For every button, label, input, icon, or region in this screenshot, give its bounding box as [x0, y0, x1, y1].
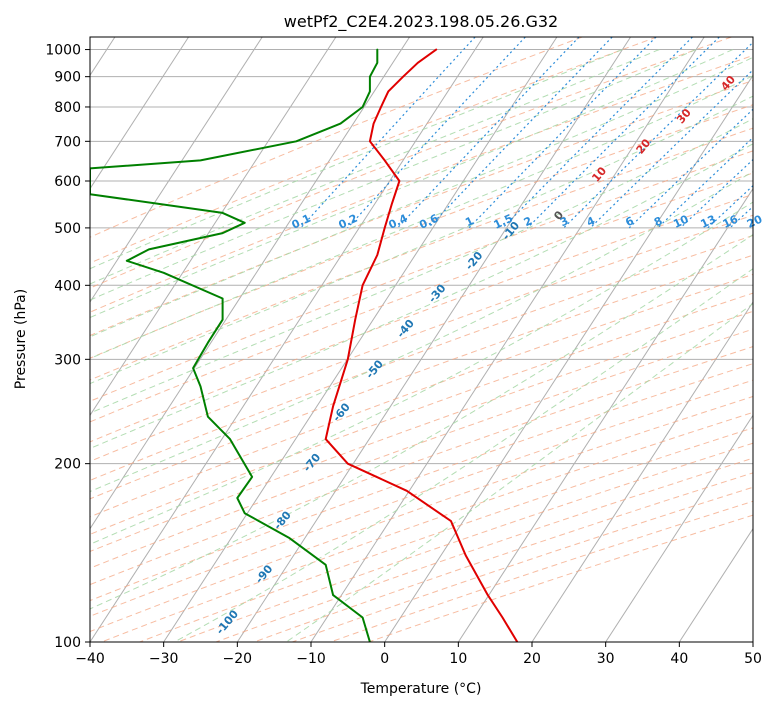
- plot-frame: [90, 37, 753, 642]
- dry-adiabat-line: [0, 37, 582, 642]
- mixing-ratio-line: [730, 37, 775, 228]
- y-tick-label: 100: [54, 635, 81, 651]
- x-tick-label: 40: [670, 651, 688, 667]
- x-tick-label: 10: [449, 651, 467, 667]
- dry-adiabat-line: [0, 37, 775, 642]
- moist-adiabat-line: [286, 50, 775, 642]
- dry-adiabat-line: [0, 37, 775, 642]
- y-tick-label: 500: [54, 221, 81, 237]
- dry-adiabat-line: [0, 37, 775, 642]
- dry-adiabat-line: [0, 37, 775, 642]
- dry-adiabat-line: [0, 37, 775, 642]
- mixing-ratio-line: [754, 37, 775, 228]
- moist-adiabat-line: [174, 50, 775, 642]
- dry-adiabat-label: -50: [363, 357, 386, 381]
- isotherm-line: [164, 37, 557, 642]
- y-tick-label: 900: [54, 70, 81, 86]
- x-axis-label: Temperature (°C): [360, 681, 482, 697]
- x-tick-label: 20: [523, 651, 541, 667]
- mixing-ratio-label: 1: [463, 214, 475, 229]
- moist-adiabat-line: [16, 50, 775, 642]
- dry-adiabat-label: -70: [301, 451, 324, 475]
- mixing-ratio-line: [564, 37, 759, 228]
- moist-adiabat-line: [0, 50, 775, 642]
- x-tick-label: −10: [296, 651, 326, 667]
- y-tick-label: 400: [54, 278, 81, 294]
- temperature-profile-line: [326, 50, 518, 642]
- y-tick-label: 600: [54, 174, 81, 190]
- y-tick-label: 300: [54, 352, 81, 368]
- y-tick-label: 800: [54, 100, 81, 116]
- isotherm-line: [753, 37, 775, 642]
- mixing-ratio-line: [469, 37, 656, 228]
- dry-adiabat-label: -100: [213, 607, 241, 637]
- axis-layer: −40 −30 −20 −10 0 10 20 30 40 50 1000 900 800 700 600 5…: [45, 43, 762, 667]
- moist-adiabat-line: [0, 50, 770, 491]
- x-tick-label: 0: [380, 651, 389, 667]
- dry-adiabat-line: [0, 37, 775, 642]
- isotherm-line: [0, 37, 336, 642]
- x-tick-label: −40: [75, 651, 105, 667]
- dry-adiabat-label: -90: [253, 562, 276, 586]
- dry-adiabat-label: 40: [718, 73, 738, 93]
- dry-adiabat-label: 20: [634, 136, 654, 156]
- chart-title: wetPf2_C2E4.2023.198.05.26.G32: [284, 12, 558, 32]
- moist-adiabat-line: [0, 50, 775, 642]
- dry-adiabat-line: [0, 37, 775, 642]
- data-layer: [90, 50, 517, 642]
- dry-adiabat-line: [0, 37, 732, 642]
- dry-adiabat-line: [216, 37, 775, 642]
- dry-adiabat-line: [0, 37, 775, 642]
- y-axis-label: Pressure (hPa): [13, 289, 29, 389]
- dry-adiabat-line: [331, 37, 775, 642]
- isotherm-line: [237, 37, 630, 642]
- dry-adiabat-line: [292, 37, 775, 642]
- mixing-ratio-line: [503, 37, 693, 228]
- dry-adiabat-line: [0, 37, 775, 642]
- dry-adiabat-line: [0, 37, 775, 642]
- dry-adiabat-line: [0, 37, 775, 642]
- dry-adiabat-line: [0, 37, 775, 642]
- x-tick-label: −30: [149, 651, 179, 667]
- y-tick-label: 1000: [45, 43, 81, 59]
- dry-adiabat-line: [0, 37, 775, 642]
- x-tick-label: −20: [223, 651, 253, 667]
- dry-adiabat-line: [140, 37, 775, 642]
- dry-adiabat-line: [0, 37, 775, 642]
- moist-adiabat-line: [0, 50, 775, 642]
- dry-adiabat-line: [63, 37, 775, 642]
- mixing-ratio-line: [680, 37, 775, 228]
- mixing-ratio-line: [528, 37, 720, 228]
- y-tick-label: 200: [54, 457, 81, 473]
- dry-adiabat-line: [25, 37, 775, 642]
- grid-layer: [0, 37, 775, 642]
- dry-adiabat-label: 30: [674, 106, 694, 126]
- moist-adiabat-line: [0, 50, 775, 556]
- dry-adiabat-line: [0, 37, 775, 642]
- isotherm-line: [90, 37, 483, 642]
- isotherm-line: [385, 37, 775, 642]
- mixing-ratio-label: 2: [522, 214, 534, 229]
- mixing-ratio-label: 4: [585, 214, 598, 229]
- mixing-ratio-label: 0.4: [386, 212, 409, 232]
- dry-adiabat-line: [0, 37, 775, 642]
- mixing-ratio-label: 0.2: [336, 212, 359, 232]
- mixing-ratio-line: [590, 37, 775, 228]
- moist-adiabat-line: [0, 50, 733, 464]
- mixing-ratio-line: [348, 37, 526, 228]
- moist-adiabat-line: [0, 50, 775, 596]
- y-tick-label: 700: [54, 134, 81, 150]
- x-tick-label: 30: [597, 651, 615, 667]
- isotherm-line: [606, 37, 775, 642]
- x-tick-label: 50: [744, 651, 762, 667]
- mixing-ratio-line: [301, 37, 475, 228]
- mixing-ratio-label: 6: [623, 214, 636, 229]
